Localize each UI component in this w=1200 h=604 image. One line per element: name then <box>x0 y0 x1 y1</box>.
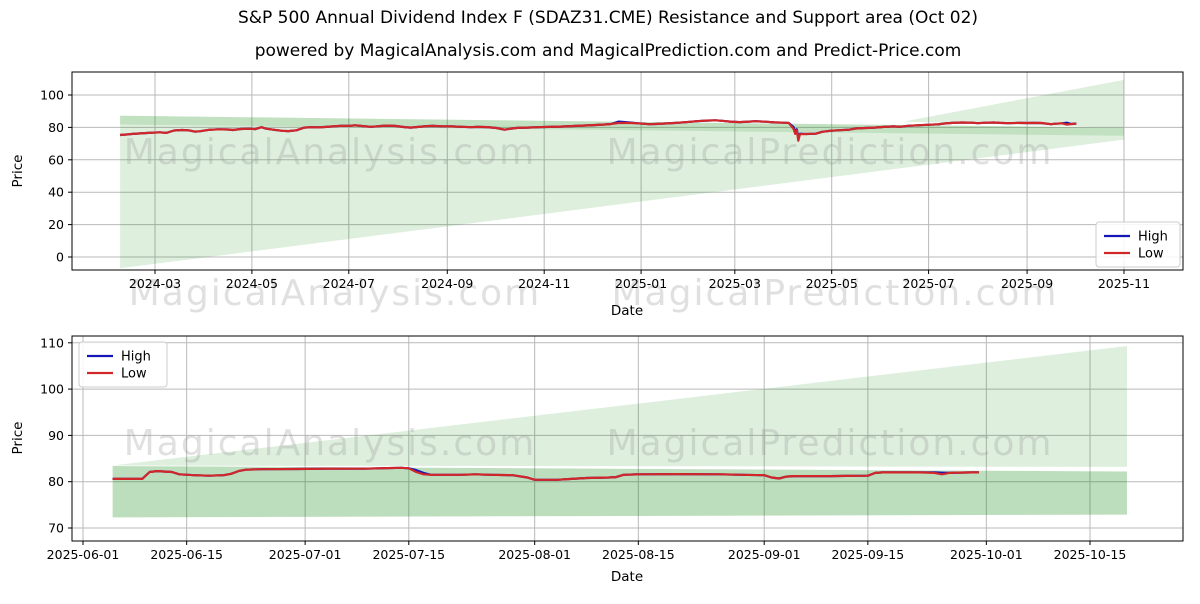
x-tick-label: 2025-07-15 <box>372 547 445 562</box>
watermark-text: MagicalPrediction.com <box>607 423 1054 464</box>
full-history-chart: 2024-03 2024-05 2024-07 2024-09 2024-11 2025-… <box>10 71 1184 319</box>
x-tick-label: 2025-08-15 <box>602 547 675 562</box>
resistance-band <box>120 115 1125 136</box>
plot-border <box>71 71 1184 271</box>
x-tick-label: 2025-09 <box>1001 276 1053 291</box>
full-history-chart-background <box>72 72 1183 270</box>
x-tick-label: 2025-10-01 <box>950 547 1023 562</box>
legend-label-high: High <box>121 350 151 365</box>
x-axis-label: Date <box>611 303 643 319</box>
low-line <box>120 119 1077 142</box>
legend-box <box>1095 221 1181 268</box>
legend-label-low: Low <box>1138 247 1164 262</box>
y-tick-label: 70 <box>48 521 64 536</box>
x-tick-label: 2024-11 <box>518 276 570 291</box>
support-band <box>112 466 1128 518</box>
plot-border <box>71 335 1184 542</box>
x-tick-label: 2025-01 <box>615 276 667 291</box>
y-tick-label: 40 <box>48 185 64 200</box>
x-tick-label: 2025-09-01 <box>728 547 801 562</box>
low-line <box>112 466 979 481</box>
y-axis-label: Price <box>10 422 26 455</box>
figure-subtitle: powered by MagicalAnalysis.com and Magic… <box>254 41 962 61</box>
x-tick-label: 2024-07 <box>323 276 375 291</box>
y-tick-label: 100 <box>40 382 64 397</box>
x-tick-label: 2025-03 <box>709 276 761 291</box>
resistance-wedge <box>903 79 1124 128</box>
y-tick-label: 90 <box>48 428 64 443</box>
resistance-wedge <box>112 346 1128 467</box>
recent-zoom-chart-background <box>72 336 1183 541</box>
y-tick-label: 0 <box>56 250 64 265</box>
watermark-text: MagicalAnalysis.com <box>129 273 541 314</box>
watermark-text: MagicalPrediction.com <box>612 273 1059 314</box>
x-tick-label: 2025-06-01 <box>47 547 120 562</box>
x-tick-label: 2025-08-01 <box>498 547 571 562</box>
watermark-text: MagicalAnalysis.com <box>124 423 536 464</box>
legend-label-low: Low <box>121 367 147 382</box>
x-tick-label: 2025-07-01 <box>269 547 342 562</box>
x-tick-label: 2025-05 <box>806 276 858 291</box>
watermark-text: MagicalPrediction.com <box>607 132 1054 173</box>
x-tick-label: 2025-06-15 <box>150 547 223 562</box>
legend-box <box>78 341 168 388</box>
y-tick-label: 110 <box>40 335 64 350</box>
x-tick-label: 2025-07 <box>902 276 954 291</box>
watermark-text: MagicalAnalysis.com <box>124 132 536 173</box>
x-tick-label: 2025-10-15 <box>1054 547 1127 562</box>
y-tick-label: 80 <box>48 474 64 489</box>
x-axis-label: Date <box>611 569 643 585</box>
figure-title: S&P 500 Annual Dividend Index F (SDAZ31.… <box>237 8 979 28</box>
recent-zoom-chart: 2025-06-01 2025-06-15 2025-07-01 2025-07-15… <box>10 335 1184 585</box>
y-tick-label: 80 <box>48 120 64 135</box>
x-tick-label: 2025-09-15 <box>832 547 905 562</box>
x-tick-label: 2025-11 <box>1098 276 1150 291</box>
y-axis-label: Price <box>10 155 26 188</box>
y-tick-label: 60 <box>48 152 64 167</box>
y-tick-label: 100 <box>40 88 64 103</box>
support-area <box>120 115 1125 269</box>
x-tick-label: 2024-05 <box>226 276 278 291</box>
x-tick-label: 2024-09 <box>421 276 473 291</box>
x-tick-label: 2024-03 <box>129 276 181 291</box>
legend-label-high: High <box>1138 230 1168 245</box>
y-tick-label: 20 <box>48 217 64 232</box>
